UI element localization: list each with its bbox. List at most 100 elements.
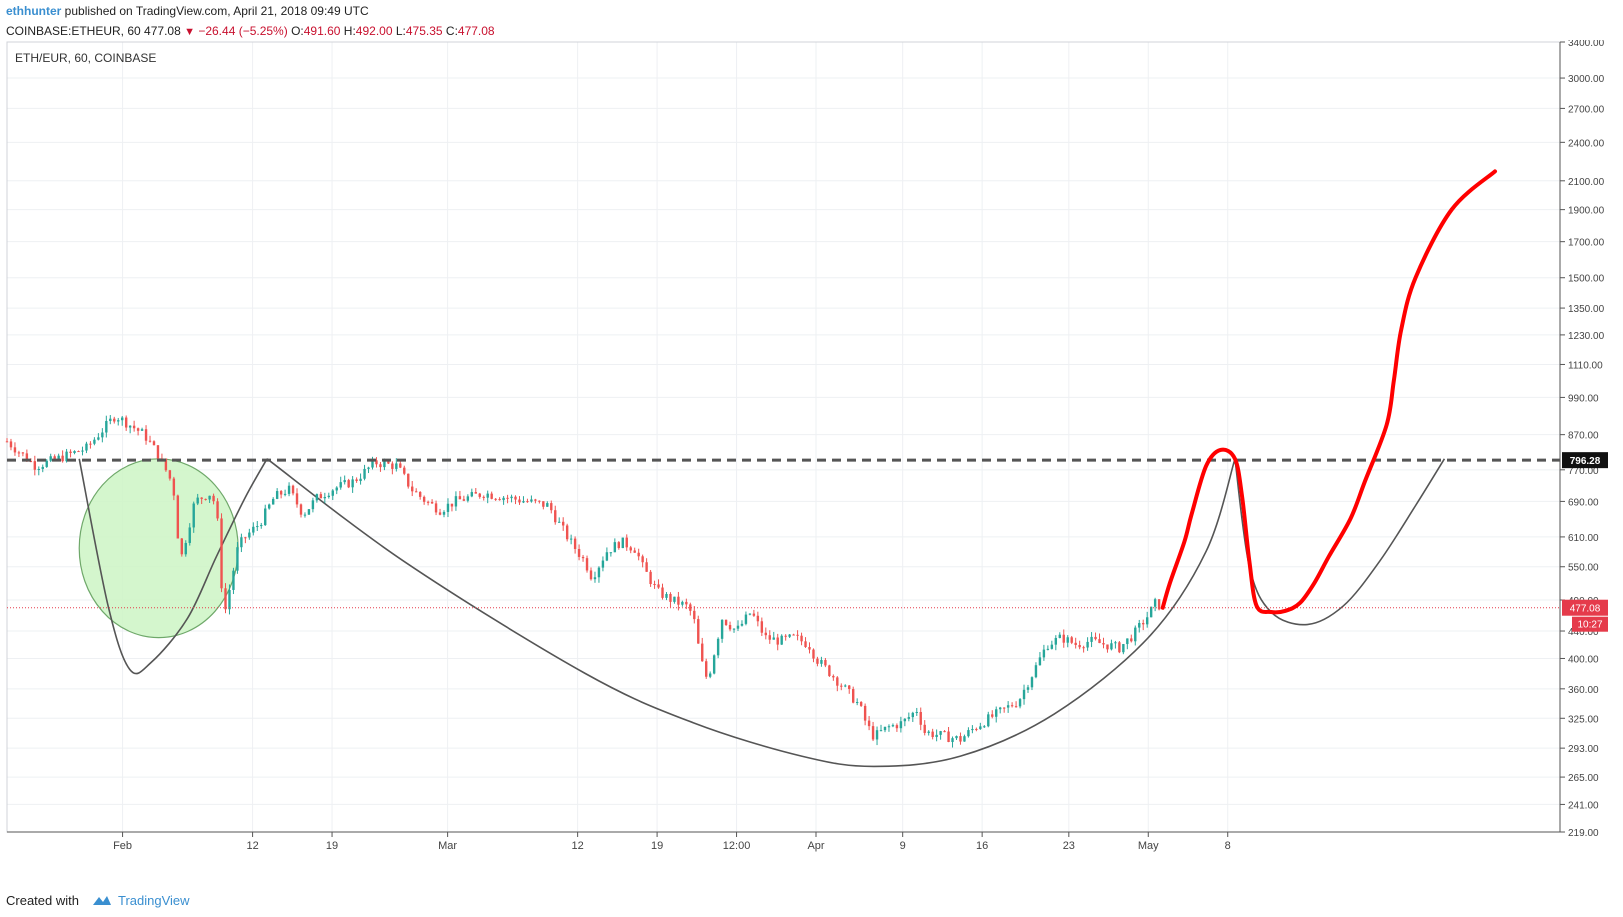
candle-body [188,527,191,543]
candle-body [105,420,108,433]
candle-body [701,643,704,662]
candle-body [975,728,978,730]
candle-body [244,537,247,539]
candle-body [430,501,434,504]
candle-body [855,702,859,704]
candle-body [697,619,700,644]
candle-body [132,425,136,429]
candle-body [804,641,807,648]
candle-body [597,567,601,578]
candle-body [291,485,295,494]
y-tick-label: 293.00 [1568,744,1599,755]
candle-body [939,731,942,735]
candle-body [716,638,720,656]
candle-body [89,443,92,445]
candle-body [796,634,799,636]
candle-body [772,637,775,640]
candle-body [943,731,946,733]
candle-body [1149,606,1153,618]
chart-title: ETH/EUR, 60, COINBASE [15,51,156,65]
y-tick-label: 3000.00 [1568,74,1605,85]
author-link[interactable]: ethhunter [6,4,62,18]
y-tick-label: 610.00 [1568,533,1599,544]
cup-curves [78,458,1446,768]
candle-body [208,495,211,500]
projection-path [1160,169,1497,615]
candle-body [81,450,84,452]
bottom-circle-annotation [78,458,239,639]
chart-grid [7,41,1560,833]
down-arrow-icon: ▼ [184,26,195,38]
candle-body [720,619,724,639]
candle-body [657,584,660,588]
candle-body [915,711,918,713]
candle-body [832,675,835,678]
candle-body [260,525,263,527]
candle-body [764,632,768,636]
candle-body [1126,638,1129,645]
candle-body [240,537,243,548]
candle-body [1014,706,1018,708]
candle-body [176,495,180,539]
x-tick-label: 23 [1063,840,1075,852]
time-axis[interactable]: Feb 12 19 Mar 12 19 12:00 Apr 9 16 23 May 8 [113,832,1231,852]
candle-body [144,429,148,441]
candle-body [1157,599,1161,610]
open-value: 491.60 [303,24,341,38]
candle-body [494,498,497,500]
candle-body [852,689,855,703]
candle-body [295,493,299,505]
x-tick-label: 19 [326,840,338,852]
candle-body [768,635,771,640]
candle-body [673,596,676,602]
candle-body [959,736,962,742]
candle-body [995,709,998,717]
price-axis[interactable]: 3400.00 3000.00 2700.00 2400.00 2100.00 1900.… [1560,40,1605,839]
candle-body [37,468,40,470]
candle-body [708,673,712,677]
candle-body [335,487,338,491]
candle-body [200,497,203,499]
candle-body [486,493,489,498]
candle-body [124,417,128,428]
change-value: −26.44 (−5.25%) [198,24,288,38]
candle-body [303,514,307,516]
candle-body [331,490,334,496]
candle-body [220,518,223,589]
x-tick-label: 12 [246,840,258,852]
candle-body [1082,647,1085,649]
candle-body [121,417,124,421]
candle-body [609,552,613,554]
candle-body [895,725,899,729]
candle-body [955,736,958,739]
x-tick-label: 8 [1225,840,1231,852]
price-chart[interactable]: ETH/EUR, 60, COINBASE 3400.00 3000.00 2700… [0,40,1623,890]
symbol-label: COINBASE:ETHEUR, 60 [6,24,141,38]
candle-body [1086,641,1089,648]
y-tick-label: 325.00 [1568,714,1599,725]
candle-body [315,494,319,501]
candle-body [724,619,728,626]
y-tick-label: 1500.00 [1568,274,1605,285]
candle-body [649,571,652,585]
candle-body [279,491,283,495]
countdown-tag [1572,616,1608,632]
candle-body [319,494,323,499]
candle-body [1153,599,1157,607]
candle-body [85,443,88,451]
candle-body [474,492,477,494]
candle-body [323,496,327,499]
y-tick-label: 1230.00 [1568,331,1605,342]
candle-body [1026,687,1030,690]
created-with-text: Created with [6,893,79,908]
candle-body [299,504,303,515]
candle-body [502,497,505,501]
candle-body [411,486,414,492]
tradingview-brand[interactable]: TradingView [118,893,190,908]
candle-body [1022,689,1026,700]
candle-body [760,621,764,633]
candle-body [252,526,255,533]
candle-body [1030,677,1034,688]
candle-body [93,439,96,444]
candle-body [645,562,648,572]
